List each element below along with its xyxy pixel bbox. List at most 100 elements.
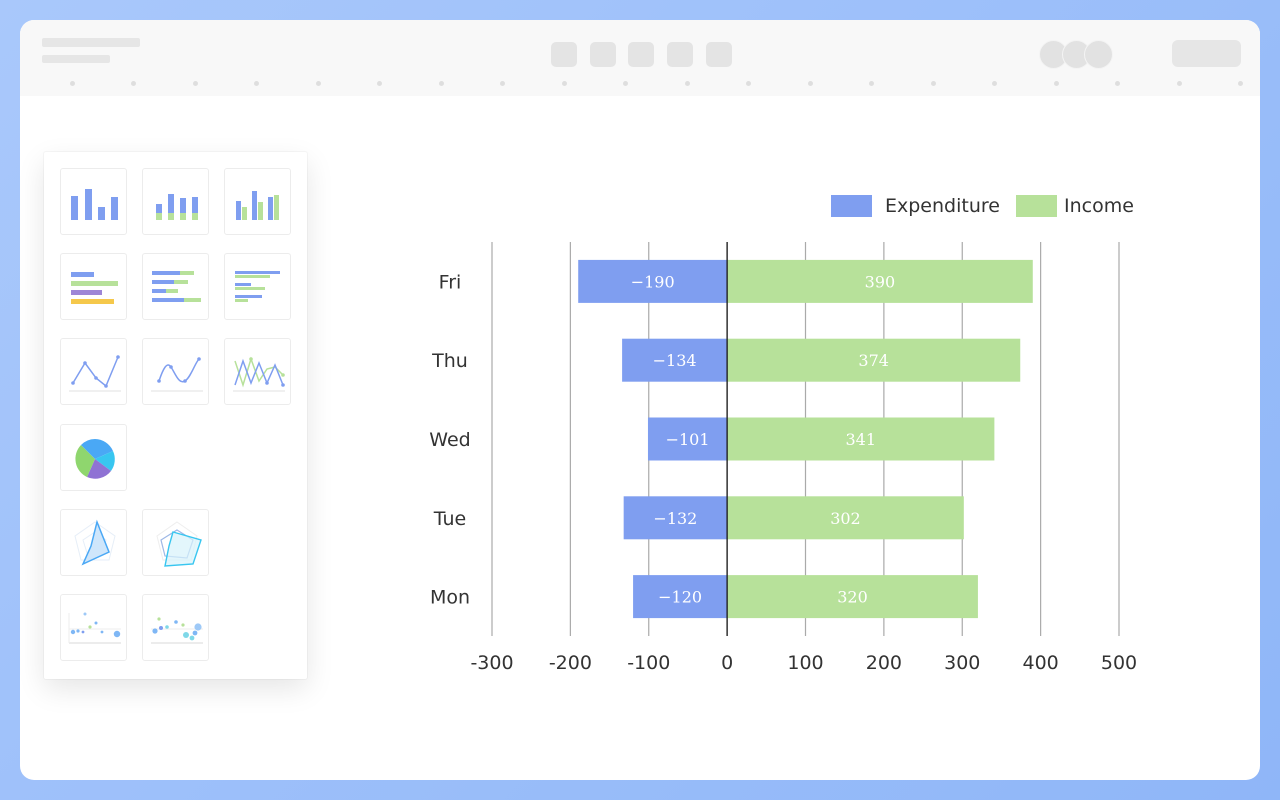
y-category-label: Thu: [431, 350, 468, 372]
chart-type-palette: [44, 152, 307, 679]
ruler-dot: [992, 81, 997, 86]
top-toolbar: [20, 20, 1260, 96]
ruler-dot: [931, 81, 936, 86]
horizontal-grouped-bar-chart-icon: [152, 271, 201, 302]
toolbar-button-4[interactable]: [667, 42, 693, 67]
x-tick-label: -300: [470, 652, 513, 674]
bar-value-label: 341: [845, 430, 876, 449]
bar-value-label: 390: [865, 272, 896, 291]
palette-tile-bubble[interactable]: [142, 594, 209, 661]
palette-tile-horizontal-grouped-bar[interactable]: [142, 253, 209, 320]
ruler-dot: [808, 81, 813, 86]
ruler-dot: [562, 81, 567, 86]
palette-tile-radar[interactable]: [60, 509, 127, 576]
multi-radar-chart-icon: [156, 521, 202, 567]
multi-line-chart-icon: [233, 356, 285, 392]
toolbar-button-2[interactable]: [590, 42, 616, 67]
ruler-dot: [254, 81, 259, 86]
toolbar-button-3[interactable]: [628, 42, 654, 67]
bar-income: [727, 338, 1021, 382]
ruler-dot: [377, 81, 382, 86]
bar-expenditure: [623, 496, 728, 540]
ruler-dot: [1115, 81, 1120, 86]
radar-chart-icon: [74, 519, 116, 566]
x-tick-label: 100: [787, 652, 823, 674]
stacked-bar-chart-icon: [236, 191, 279, 220]
app-window: Expenditure Income -300 -200 -100 0 100 200 30…: [20, 20, 1260, 780]
line-chart-icon: [69, 355, 121, 392]
bubble-chart-icon: [151, 617, 203, 644]
x-tick-label: 300: [944, 652, 980, 674]
subtitle-placeholder: [42, 55, 110, 63]
y-category-label: Wed: [429, 429, 470, 451]
ruler-dot: [70, 81, 75, 86]
palette-tile-stacked-bar[interactable]: [224, 168, 291, 235]
legend-swatch-expenditure: [831, 195, 872, 217]
bar-value-label: −134: [653, 351, 697, 370]
bar-expenditure: [633, 575, 728, 619]
ruler-dot: [685, 81, 690, 86]
x-tick-label: 0: [721, 652, 733, 674]
action-button[interactable]: [1172, 40, 1241, 67]
ruler-dot: [1177, 81, 1182, 86]
palette-tile-horizontal-bar[interactable]: [60, 253, 127, 320]
pie-chart-icon: [75, 439, 115, 479]
legend-label-income: Income: [1064, 195, 1134, 217]
palette-tile-scatter[interactable]: [60, 594, 127, 661]
palette-tile-multi-line[interactable]: [224, 338, 291, 405]
palette-tile-horizontal-stacked-bar[interactable]: [224, 253, 291, 320]
ruler-dot: [1238, 81, 1243, 86]
bar-value-label: 320: [837, 588, 868, 607]
bar-value-label: −120: [658, 588, 702, 607]
chart-plot: -300 -200 -100 0 100 200 300 400 500 Mon Tue Wed Thu…: [429, 242, 1137, 674]
y-category-label: Tue: [433, 508, 466, 530]
ruler-dot: [1054, 81, 1059, 86]
avatar[interactable]: [1084, 40, 1113, 69]
palette-tile-multi-radar[interactable]: [142, 509, 209, 576]
bar-value-label: 374: [858, 351, 889, 370]
x-tick-label: -100: [627, 652, 670, 674]
ruler-dot: [623, 81, 628, 86]
y-category-label: Fri: [439, 271, 462, 293]
bar-income: [727, 496, 964, 540]
bar-expenditure: [578, 259, 728, 303]
bar-value-label: −101: [666, 430, 710, 449]
palette-tile-line[interactable]: [60, 338, 127, 405]
ruler-dot: [316, 81, 321, 86]
horizontal-bar-chart-icon: [71, 272, 118, 304]
bar-chart: Expenditure Income -300 -200 -100 0 100 200 30…: [400, 170, 1180, 690]
legend-swatch-income: [1016, 195, 1057, 217]
grouped-bar-chart-icon: [156, 194, 198, 220]
x-tick-label: -200: [549, 652, 592, 674]
bar-income: [727, 575, 978, 619]
title-placeholder: [42, 38, 140, 47]
bar-income: [727, 417, 995, 461]
bar-value-label: −132: [653, 509, 697, 528]
palette-tile-vertical-bar[interactable]: [60, 168, 127, 235]
x-tick-label: 200: [866, 652, 902, 674]
ruler-dot: [869, 81, 874, 86]
ruler-dot: [439, 81, 444, 86]
x-tick-label: 500: [1101, 652, 1137, 674]
horizontal-stacked-bar-chart-icon: [235, 271, 280, 302]
legend-label-expenditure: Expenditure: [885, 195, 1000, 217]
bar-value-label: 302: [830, 509, 861, 528]
palette-tile-smooth-line[interactable]: [142, 338, 209, 405]
bar-income: [727, 259, 1033, 303]
toolbar-button-1[interactable]: [551, 42, 577, 67]
ruler-dot: [746, 81, 751, 86]
x-tick-label: 400: [1022, 652, 1058, 674]
ruler-dot: [500, 81, 505, 86]
smooth-line-chart-icon: [151, 357, 203, 392]
palette-tile-pie[interactable]: [60, 424, 127, 491]
y-category-label: Mon: [430, 587, 470, 609]
bar-value-label: −190: [631, 272, 675, 291]
ruler-dot: [193, 81, 198, 86]
palette-tile-grouped-bar[interactable]: [142, 168, 209, 235]
bar-expenditure: [647, 417, 728, 461]
scatter-chart-icon: [68, 612, 121, 644]
bar-expenditure: [622, 338, 728, 382]
toolbar-button-5[interactable]: [706, 42, 732, 67]
vertical-bar-chart-icon: [71, 189, 118, 220]
ruler-dot: [131, 81, 136, 86]
